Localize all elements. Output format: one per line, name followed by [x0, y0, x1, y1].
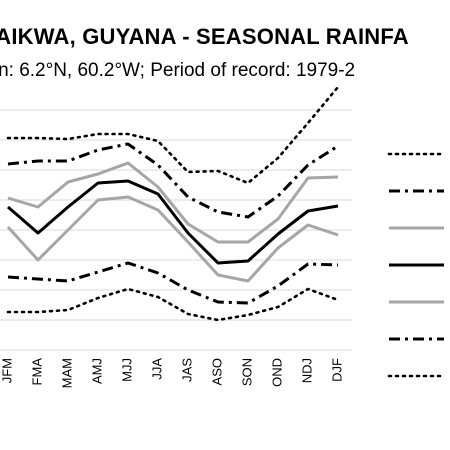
x-tick-label: FMA: [29, 358, 44, 386]
gridlines: [0, 109, 352, 351]
x-tick-label: OND: [269, 358, 284, 387]
series-line-7: [6, 287, 340, 322]
x-tick-label: MAM: [59, 358, 74, 388]
legend: [387, 152, 446, 378]
chart-subtitle: tion: 6.2°N, 60.2°W; Period of record: 1…: [0, 60, 356, 81]
x-tick-label: JFM: [0, 358, 14, 383]
series-line-2: [7, 142, 339, 219]
series-line-5: [6, 195, 339, 283]
series-line-6: [7, 261, 339, 305]
chart-title: PAIKWA, GUYANA - SEASONAL RAINFA: [0, 24, 409, 49]
x-tick-label: JJA: [149, 358, 164, 380]
series-lines: [6, 85, 340, 322]
x-tick-label: ASO: [209, 358, 224, 385]
x-tick-label: JAS: [179, 358, 194, 382]
x-tick-label: DJF: [329, 358, 344, 382]
x-tick-labels: JFM FMA MAM AMJ MJJ JJA JAS ASO SON OND NDJ DJF: [0, 358, 344, 389]
x-tick-label: MJJ: [119, 358, 134, 382]
x-tick-label: NDJ: [299, 358, 314, 383]
series-line-4: [7, 179, 339, 265]
x-tick-label: AMJ: [89, 358, 104, 384]
series-line-3: [7, 161, 339, 244]
x-tick-label: SON: [239, 358, 254, 386]
series-line-1: [6, 85, 340, 185]
